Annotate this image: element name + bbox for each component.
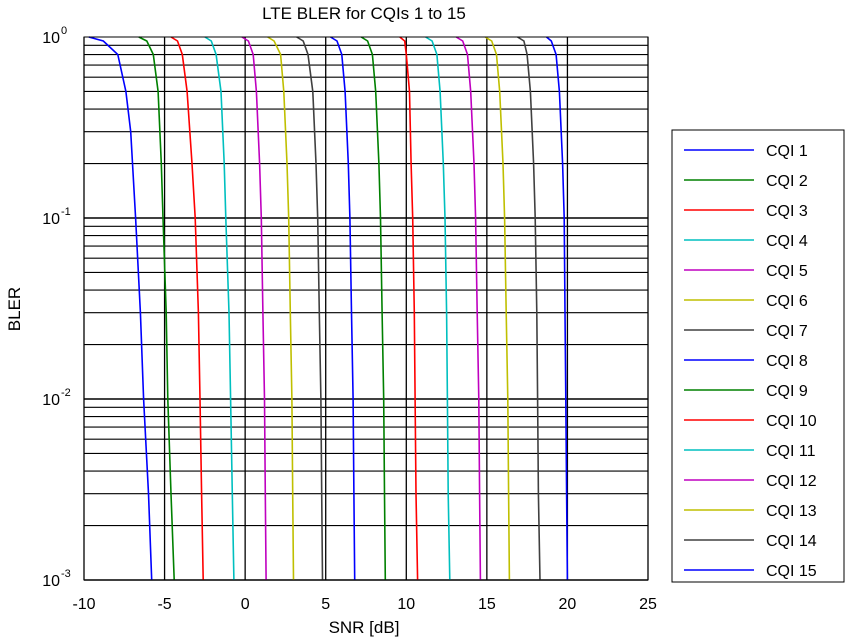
chart-title: LTE BLER for CQIs 1 to 15: [262, 4, 466, 23]
legend-item: CQI 8: [684, 353, 808, 370]
legend-label: CQI 14: [766, 533, 817, 550]
legend-item: CQI 9: [684, 383, 808, 400]
legend-item: CQI 14: [684, 533, 817, 550]
legend-item: CQI 1: [684, 143, 808, 160]
x-tick-label: 25: [639, 596, 657, 613]
series-line-cqi-3: [170, 36, 204, 581]
legend-item: CQI 2: [684, 173, 808, 190]
series-line-cqi-11: [425, 36, 451, 581]
legend-label: CQI 13: [766, 503, 817, 520]
legend-label: CQI 11: [766, 443, 816, 460]
legend-item: CQI 10: [684, 413, 817, 430]
legend-label: CQI 12: [766, 473, 817, 490]
y-tick-base: 10: [42, 573, 60, 590]
legend-item: CQI 4: [684, 233, 808, 250]
y-tick-label: 10 -3: [42, 568, 71, 590]
x-tick-label: 20: [559, 596, 577, 613]
legend-item: CQI 5: [684, 263, 808, 280]
series-line-cqi-5: [241, 36, 267, 581]
legend-item: CQI 13: [684, 503, 817, 520]
y-tick-label: 10 0: [42, 25, 67, 47]
legend-label: CQI 8: [766, 353, 808, 370]
legend: CQI 1 CQI 2 CQI 3 CQI 4 CQI 5 CQI 6 CQI 7 CQI 8…: [671, 129, 845, 583]
legend-item: CQI 15: [684, 563, 817, 580]
series-line-cqi-9: [360, 36, 387, 581]
plot-frame: [83, 36, 649, 581]
y-axis-label: BLER: [5, 287, 24, 331]
series-line-cqi-13: [484, 36, 511, 581]
series-line-cqi-2: [138, 36, 175, 581]
legend-label: CQI 7: [766, 323, 808, 340]
y-tick-exponent: -3: [61, 568, 71, 580]
series-line-cqi-4: [204, 36, 235, 581]
y-tick-label: 10 -1: [42, 206, 71, 228]
x-tick-label: 15: [478, 596, 496, 613]
series-line-cqi-10: [399, 36, 419, 581]
y-tick-exponent: -1: [61, 206, 71, 218]
x-axis-label: SNR [dB]: [329, 618, 400, 637]
legend-label: CQI 2: [766, 173, 808, 190]
x-tick-label: 10: [397, 596, 415, 613]
x-tick-label: 0: [241, 596, 250, 613]
series-line-cqi-1: [88, 36, 153, 581]
x-tick-label: -10: [72, 596, 95, 613]
legend-label: CQI 3: [766, 203, 808, 220]
y-tick-base: 10: [42, 30, 60, 47]
x-tick-label: 5: [321, 596, 330, 613]
y-tick-label: 10 -2: [42, 387, 71, 409]
legend-item: CQI 6: [684, 293, 808, 310]
legend-item: CQI 11: [684, 443, 816, 460]
y-tick-exponent: -2: [61, 387, 71, 399]
legend-box: [671, 129, 845, 583]
legend-label: CQI 15: [766, 563, 817, 580]
legend-label: CQI 4: [766, 233, 808, 250]
x-tick-label: -5: [157, 596, 171, 613]
series-line-cqi-6: [267, 36, 295, 581]
legend-label: CQI 6: [766, 293, 808, 310]
series-line-cqi-7: [296, 36, 324, 581]
series-line-cqi-14: [517, 36, 541, 581]
legend-item: CQI 7: [684, 323, 808, 340]
y-tick-exponent: 0: [61, 25, 67, 37]
grid: [83, 37, 649, 581]
series-line-cqi-8: [330, 36, 356, 581]
legend-item: CQI 12: [684, 473, 817, 490]
y-tick-base: 10: [42, 211, 60, 228]
legend-label: CQI 1: [766, 143, 808, 160]
legend-label: CQI 10: [766, 413, 817, 430]
series-line-cqi-12: [455, 36, 482, 581]
legend-label: CQI 9: [766, 383, 808, 400]
y-tick-base: 10: [42, 392, 60, 409]
series-line-cqi-15: [545, 36, 569, 581]
series-lines: [88, 36, 569, 581]
legend-label: CQI 5: [766, 263, 808, 280]
x-tick-labels: -10 -5 0 5 10 15 20 25: [72, 596, 657, 613]
legend-item: CQI 3: [684, 203, 808, 220]
